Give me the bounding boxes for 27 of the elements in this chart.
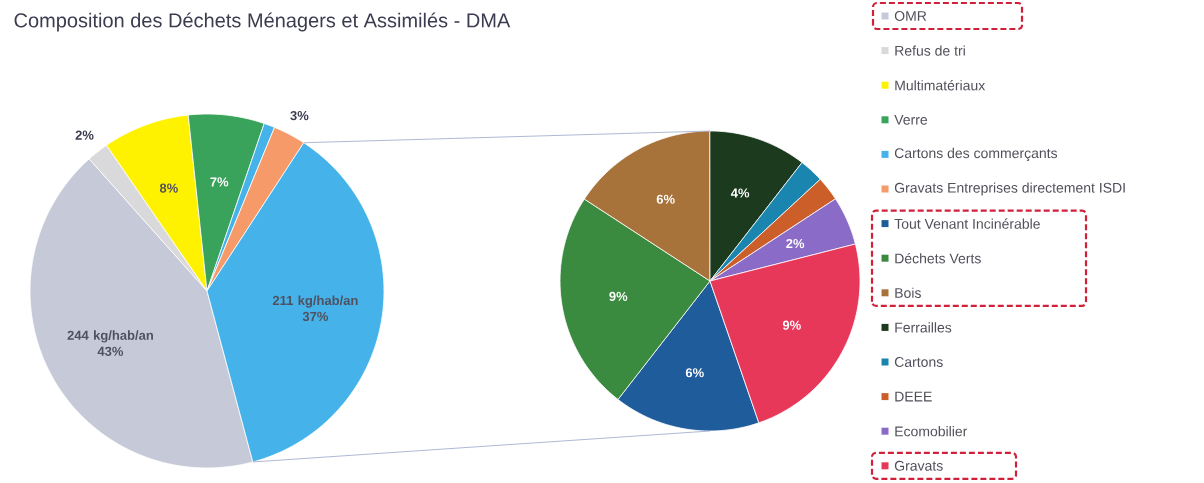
data-label: 9%: [782, 320, 801, 330]
legend-label: Multimatériaux: [895, 79, 986, 91]
data-label: 8%: [159, 183, 178, 193]
legend-label: Bois: [895, 287, 921, 298]
data-label: 2%: [75, 130, 94, 140]
data-label: 2%: [786, 238, 805, 249]
legend-label: Tout Venant Incinérable: [894, 218, 1040, 229]
chart-title: Composition des Déchets Ménagers et Assimilés - DMA: [14, 12, 511, 32]
legend-label: DEEE: [895, 391, 932, 402]
data-label: 6%: [656, 194, 675, 204]
legend-label: Gravats: [894, 460, 943, 471]
legend-label: Gravats Entreprises directement ISDI: [894, 182, 1125, 196]
legend-label: Refus de tri: [895, 45, 965, 56]
data-label: 9%: [609, 291, 628, 301]
legend-label: Cartons des commerçants: [894, 147, 1058, 161]
legend-label: Verre: [894, 114, 928, 125]
legend-label: Ferrailles: [895, 322, 952, 333]
data-label: 244 kg/hab/an 43%: [67, 330, 153, 356]
data-label: 6%: [685, 368, 704, 378]
data-label: 7%: [210, 177, 229, 187]
legend-label: Cartons: [894, 357, 943, 367]
data-label: 4%: [730, 188, 750, 198]
data-label: 3%: [290, 110, 309, 121]
data-label: 211 kg/hab/an 37%: [272, 295, 358, 322]
legend-label: Déchets Verts: [895, 252, 981, 264]
legend-label: Ecomobilier: [895, 426, 968, 437]
legend-label: OMR: [894, 11, 927, 21]
